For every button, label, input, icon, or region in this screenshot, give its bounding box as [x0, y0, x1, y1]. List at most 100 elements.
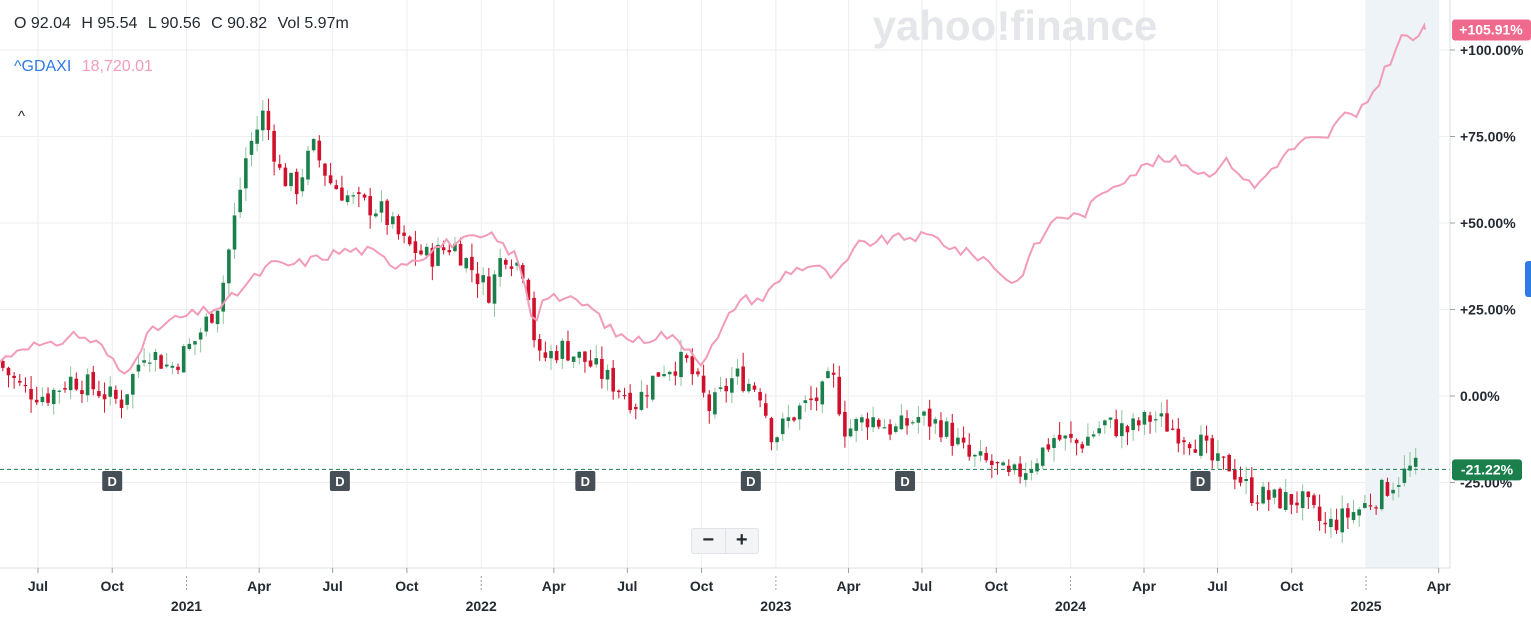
candle-body [159, 355, 163, 369]
candle [1312, 493, 1316, 509]
zoom-in-button[interactable]: + [724, 529, 759, 553]
comparison-legend[interactable]: ^GDAXI 18,720.01 [14, 58, 153, 76]
candle [600, 346, 604, 389]
candle [995, 461, 1000, 475]
y-tick-label: +100.00% [1460, 42, 1524, 58]
candle [260, 100, 265, 142]
candle-body [1238, 476, 1243, 483]
candle-body [650, 375, 655, 400]
candle [701, 364, 706, 398]
candle-body [266, 110, 271, 131]
candle-body [85, 374, 90, 396]
collapse-legend-icon[interactable]: ^ [18, 108, 26, 125]
candle [1170, 419, 1175, 431]
candle [769, 416, 774, 451]
side-panel-tab[interactable] [1525, 261, 1531, 297]
candle [622, 387, 627, 400]
candle-body [1249, 477, 1254, 504]
candle-body [769, 418, 774, 443]
comparison-value: 18,720.01 [81, 58, 153, 75]
candle [385, 198, 389, 235]
candle-body [57, 390, 62, 392]
candle-body [1012, 464, 1017, 471]
candle [775, 436, 779, 451]
x-tick-label: Jul [1207, 578, 1227, 594]
dividend-marker[interactable]: D [740, 471, 761, 491]
volume-value: Vol 5.97m [277, 15, 349, 32]
candle-body [645, 395, 649, 397]
x-tick-label: Jul [617, 578, 637, 594]
candle [1131, 413, 1135, 441]
dividend-marker-label: D [335, 474, 344, 489]
candle-body [730, 378, 734, 393]
dividend-marker[interactable]: D [895, 471, 916, 491]
candle-body [1125, 426, 1130, 433]
candle-body [1283, 492, 1288, 510]
candle-body [504, 259, 508, 265]
candle [232, 202, 237, 259]
candle-body [193, 341, 197, 345]
candle-body [747, 383, 751, 392]
candle [85, 368, 90, 403]
candle-body [956, 437, 960, 445]
candle [645, 384, 649, 409]
candle-body [1063, 435, 1068, 439]
candle-body [984, 452, 988, 461]
dividend-marker[interactable]: D [1190, 471, 1211, 491]
candle-body [249, 140, 254, 155]
zoom-out-button[interactable]: − [702, 529, 715, 551]
candle [1069, 421, 1073, 443]
candle-body [1142, 411, 1147, 425]
dividend-marker[interactable]: D [102, 471, 123, 491]
candle [470, 243, 474, 283]
candle-body [1329, 518, 1333, 528]
candle [713, 387, 717, 419]
candle-body [1317, 506, 1322, 521]
candle-body [413, 241, 418, 253]
candle [289, 172, 293, 192]
candle [1334, 508, 1339, 535]
candle-body [1216, 453, 1220, 461]
candle [696, 368, 700, 377]
candle-body [549, 351, 553, 359]
candle-body [294, 171, 299, 195]
candle-body [424, 246, 429, 256]
candle [159, 354, 163, 370]
candle-body [385, 200, 389, 225]
candle-body [1001, 462, 1005, 466]
candle [735, 359, 740, 385]
candle-body [29, 388, 33, 400]
candle-body [1244, 479, 1248, 482]
candle-body [1176, 428, 1181, 444]
candle-body [995, 462, 1000, 464]
candle-body [1069, 434, 1073, 438]
candle [63, 381, 67, 393]
candle [1306, 491, 1311, 509]
candle [628, 384, 632, 414]
dividend-marker-box [329, 471, 350, 491]
candle [1244, 466, 1248, 495]
candle [882, 419, 887, 429]
candle-body [368, 196, 372, 216]
dividend-marker[interactable]: D [575, 471, 596, 491]
candle-body [690, 356, 695, 375]
candle [554, 345, 559, 364]
comparison-symbol[interactable]: ^GDAXI [14, 58, 72, 75]
candle-body [1136, 420, 1141, 426]
dividend-marker[interactable]: D [329, 471, 350, 491]
candle [577, 351, 582, 365]
candle [1046, 438, 1051, 452]
candle-body [91, 372, 96, 390]
candle-body [1351, 512, 1356, 521]
candle [877, 418, 881, 430]
candle-body [419, 250, 423, 255]
candle [950, 413, 955, 456]
candle-body [407, 236, 412, 245]
candle [910, 419, 915, 426]
candle-body [170, 365, 175, 368]
x-tick-label: Jul [912, 578, 932, 594]
candle [17, 374, 22, 386]
candle [29, 375, 33, 413]
